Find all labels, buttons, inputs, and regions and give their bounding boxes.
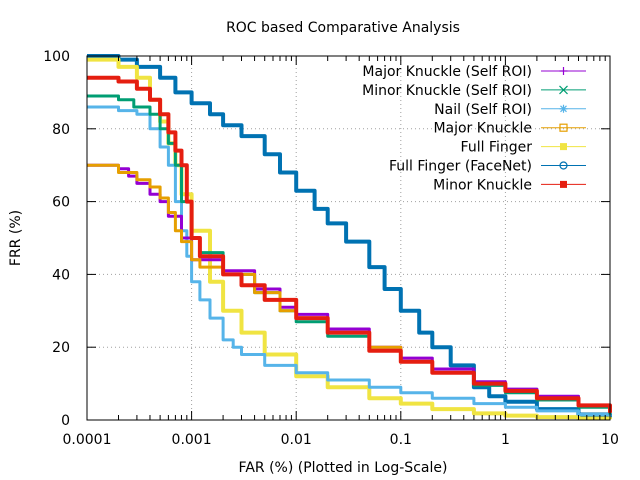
grid: [87, 56, 610, 420]
legend-label: Minor Knuckle: [433, 177, 532, 193]
x-tick-label: 10: [601, 432, 619, 448]
y-axis-label: FRR (%): [8, 210, 24, 266]
x-tick-label: 1: [501, 432, 510, 448]
plot-frame: [86, 55, 611, 421]
legend-marker: [559, 161, 568, 170]
x-tick-label: 0.01: [281, 432, 312, 448]
legend-marker: [560, 180, 567, 188]
legend-label: Nail (Self ROI): [434, 102, 532, 118]
y-tick-label: 40: [52, 267, 70, 283]
legend-label: Full Finger: [461, 140, 533, 156]
chart-title: ROC based Comparative Analysis: [226, 20, 460, 36]
legend-marker: [559, 123, 568, 132]
legend-label: Major Knuckle (Self ROI): [362, 64, 532, 80]
y-tick-label: 80: [52, 122, 70, 138]
legend-item-1: Minor Knuckle (Self ROI): [362, 83, 586, 99]
legend-marker: [559, 67, 568, 75]
legend-label: Major Knuckle: [433, 121, 532, 137]
legend-item-0: Major Knuckle (Self ROI): [362, 64, 586, 80]
y-tick-label: 20: [52, 340, 70, 356]
legend-label: Minor Knuckle (Self ROI): [362, 83, 532, 99]
y-tick-label: 60: [52, 195, 70, 211]
legend-label: Full Finger (FaceNet): [389, 159, 532, 175]
legend-item-6: Minor Knuckle: [433, 177, 586, 193]
legend-item-3: Major Knuckle: [433, 121, 586, 137]
x-tick-label: 0.0001: [63, 432, 112, 448]
series-group: [87, 54, 612, 421]
y-tick-label: 100: [43, 49, 70, 65]
legend-marker: [560, 143, 567, 151]
legend-item-4: Full Finger: [461, 140, 586, 156]
x-axis-label: FAR (%) (Plotted in Log-Scale): [239, 460, 448, 476]
x-tick-label: 0.001: [172, 432, 212, 448]
series-line-5: [87, 54, 612, 419]
legend-marker: [559, 104, 568, 113]
x-tick-label: 0.1: [390, 432, 412, 448]
series-line-6: [87, 75, 612, 413]
legend-marker: [559, 85, 568, 95]
legend-item-5: Full Finger (FaceNet): [389, 159, 586, 175]
series-line-2: [87, 105, 612, 417]
y-tick-label: 0: [61, 413, 70, 429]
legend-item-2: Nail (Self ROI): [434, 102, 586, 118]
legend: Major Knuckle (Self ROI) Minor Knuckle (S…: [362, 64, 586, 193]
